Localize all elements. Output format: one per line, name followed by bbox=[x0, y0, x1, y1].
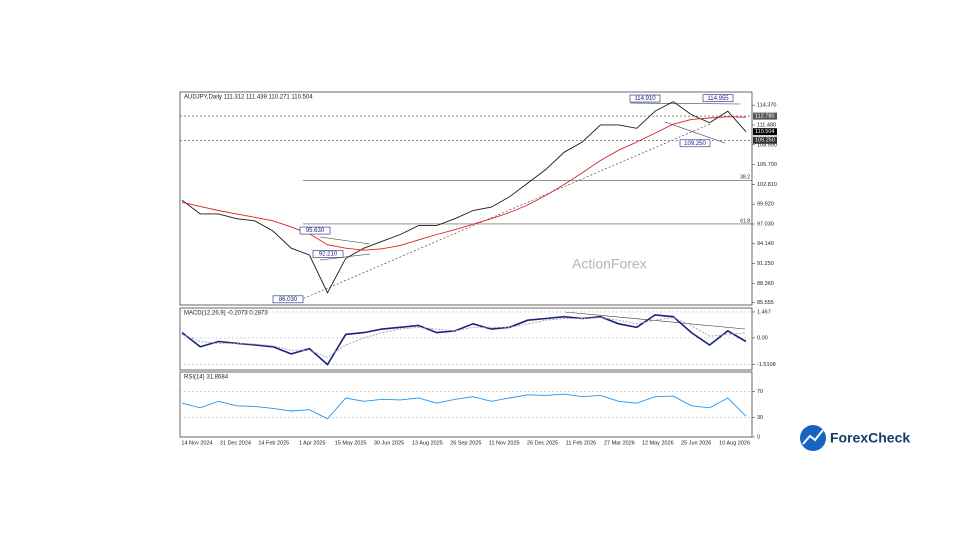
watermark: ActionForex bbox=[572, 256, 647, 272]
series-line bbox=[181, 314, 747, 366]
series-line bbox=[181, 101, 747, 294]
series-line bbox=[181, 317, 747, 358]
annotation-label: 86.030 bbox=[279, 297, 298, 303]
y-tick-label: 91.250 bbox=[757, 261, 774, 267]
x-tick-label: 27 Mar 2026 bbox=[604, 440, 635, 446]
annotation-label: 109.250 bbox=[684, 141, 706, 147]
x-tick-label: 10 Aug 2026 bbox=[719, 440, 750, 446]
x-tick-label: 11 Nov 2025 bbox=[489, 440, 520, 446]
price-level-label: 110.504 bbox=[755, 129, 774, 135]
annotation-box bbox=[702, 94, 734, 103]
x-tick-label: 12 May 2026 bbox=[642, 440, 674, 446]
x-tick-label: 1 Apr 2025 bbox=[299, 440, 326, 446]
fib-label: 61.8 bbox=[740, 218, 750, 224]
fib-label: 38.2 bbox=[740, 175, 750, 181]
y-tick-label: 94.140 bbox=[757, 241, 774, 247]
x-tick-label: 15 May 2025 bbox=[335, 440, 367, 446]
annotation-box bbox=[299, 226, 331, 235]
annotation-label: 95.630 bbox=[306, 228, 325, 234]
y-tick-label: 114.370 bbox=[757, 103, 776, 109]
price-level-label: 109.250 bbox=[755, 138, 775, 144]
price-title: AUDJPY,Daily 111.312 111.439 110.271 110… bbox=[184, 95, 313, 101]
macd-panel bbox=[179, 307, 753, 371]
y-tick-label: 108.590 bbox=[757, 142, 777, 148]
x-tick-label: 13 Aug 2025 bbox=[412, 440, 443, 446]
y-tick-label: 70 bbox=[757, 389, 763, 395]
price-level-box bbox=[753, 128, 777, 136]
y-tick-label: 102.810 bbox=[757, 182, 777, 188]
price-level-box bbox=[753, 112, 777, 120]
price-panel bbox=[179, 91, 753, 306]
y-tick-label: 97.030 bbox=[757, 221, 774, 227]
series-line bbox=[181, 393, 747, 420]
x-tick-label: 14 Nov 2024 bbox=[181, 440, 212, 446]
annotation-box bbox=[312, 250, 344, 258]
x-tick-label: 26 Dec 2025 bbox=[527, 440, 558, 446]
x-tick-label: 14 Feb 2025 bbox=[258, 440, 289, 446]
annotation-box bbox=[679, 139, 711, 148]
annotation-label: 92.210 bbox=[319, 252, 338, 258]
y-tick-label: 99.920 bbox=[757, 202, 774, 208]
annotation-label: 114.955 bbox=[707, 96, 729, 102]
macd-title: MACD(12,26,9) -0.2073 0.2873 bbox=[184, 311, 268, 317]
trend-line bbox=[299, 123, 711, 301]
price-level-label: 112.780 bbox=[755, 114, 774, 120]
x-tick-label: 25 Jun 2026 bbox=[681, 440, 711, 446]
rsi-panel bbox=[179, 371, 753, 438]
trend-line bbox=[319, 236, 371, 245]
x-tick-label: 11 Feb 2026 bbox=[566, 440, 596, 446]
annotation-box bbox=[272, 295, 304, 304]
trend-line bbox=[629, 102, 741, 105]
logo-arrow bbox=[802, 429, 824, 445]
rsi-title: RSI(14) 31.8684 bbox=[184, 375, 229, 381]
price-level-box bbox=[753, 136, 777, 144]
trend-line bbox=[664, 121, 726, 144]
y-tick-label: -1.5108 bbox=[757, 362, 776, 368]
y-tick-label: 88.360 bbox=[757, 281, 774, 287]
y-tick-label: 85.555 bbox=[757, 300, 774, 306]
annotation-box bbox=[629, 94, 661, 103]
y-tick-label: 0 bbox=[757, 434, 760, 440]
y-tick-label: 105.700 bbox=[757, 162, 777, 168]
x-tick-label: 26 Sep 2025 bbox=[450, 440, 481, 446]
logo: ForexCheck bbox=[800, 425, 910, 451]
series-line bbox=[181, 116, 747, 251]
y-tick-label: 30 bbox=[757, 415, 763, 421]
trend-line bbox=[319, 253, 371, 261]
y-tick-label: 1.467 bbox=[757, 309, 771, 315]
y-tick-label: 111.480 bbox=[757, 122, 776, 128]
x-tick-label: 30 Jun 2025 bbox=[374, 440, 404, 446]
y-tick-label: 0.00 bbox=[757, 335, 768, 341]
logo-text: ForexCheck bbox=[830, 430, 910, 446]
x-tick-label: 31 Dec 2024 bbox=[220, 440, 251, 446]
annotation-label: 114.910 bbox=[634, 96, 656, 102]
